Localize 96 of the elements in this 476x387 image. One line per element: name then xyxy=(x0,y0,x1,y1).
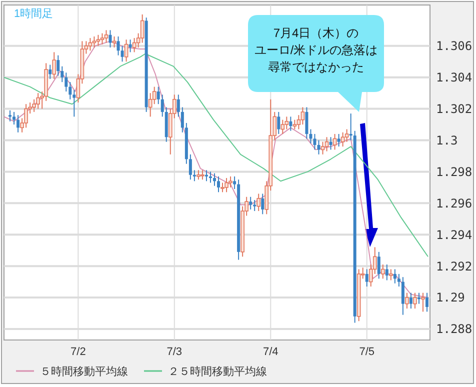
candlestick xyxy=(160,94,164,118)
x-tick-label: 7/2 xyxy=(70,346,86,358)
candlestick xyxy=(52,52,56,80)
candlestick xyxy=(277,111,280,134)
candlestick xyxy=(48,64,52,80)
candlestick xyxy=(96,34,100,46)
candlestick xyxy=(224,178,228,193)
y-tick-label: 1.3 xyxy=(436,133,458,148)
candlestick xyxy=(212,172,216,186)
y-tick-label: 1.292 xyxy=(436,259,472,274)
candlestick xyxy=(36,92,40,110)
annotation: ユーロ/米ドルの急落は xyxy=(254,43,378,57)
candlestick xyxy=(340,132,345,148)
candlestick xyxy=(377,251,380,280)
candlestick xyxy=(233,176,236,190)
candlestick xyxy=(405,292,409,310)
candlestick xyxy=(261,193,264,215)
candlestick xyxy=(324,136,329,152)
candlestick xyxy=(217,176,220,193)
candlestick xyxy=(100,32,104,45)
candlestick xyxy=(329,136,332,150)
candlestick xyxy=(200,170,204,180)
x-tick-label: 7/3 xyxy=(166,346,182,358)
candlestick xyxy=(313,133,316,150)
y-tick-label: 1.306 xyxy=(436,39,472,54)
candlestick xyxy=(332,133,337,150)
candlestick xyxy=(284,116,289,130)
candlestick xyxy=(8,110,12,122)
candlestick xyxy=(300,106,305,126)
candlestick xyxy=(176,94,180,118)
candlestick xyxy=(132,38,136,53)
candlestick xyxy=(365,268,368,288)
annotation: 7月4日（木）の xyxy=(273,26,359,40)
candlestick xyxy=(289,116,292,132)
y-tick-label: 1.298 xyxy=(436,164,472,179)
candlestick xyxy=(320,141,325,155)
candlestick xyxy=(148,92,152,118)
candlestick xyxy=(108,30,112,48)
candlestick xyxy=(337,133,340,148)
candlestick xyxy=(317,140,320,155)
y-tick-label: 1.288 xyxy=(436,322,472,336)
y-tick-label: 1.304 xyxy=(436,70,472,85)
y-tick-label: 1.294 xyxy=(436,228,472,242)
candlestick xyxy=(220,182,224,193)
y-tick-label: 1.29 xyxy=(436,290,465,305)
candlestick xyxy=(389,268,393,281)
candlestick xyxy=(188,154,192,180)
candlestick xyxy=(425,292,428,312)
candlestick xyxy=(401,276,404,316)
annotation: 1時間足 xyxy=(14,7,54,20)
candlestick xyxy=(397,273,400,288)
candlestick xyxy=(421,292,425,312)
candlestick xyxy=(380,264,385,280)
candlestick xyxy=(417,292,420,304)
candlestick xyxy=(409,292,412,310)
candlestick xyxy=(16,114,20,133)
candlestick xyxy=(12,111,16,126)
annotation: 尋常ではなかった xyxy=(268,60,364,74)
candlestick xyxy=(249,196,252,210)
candlestick xyxy=(192,170,196,182)
candlestick xyxy=(305,106,308,140)
candlestick xyxy=(385,264,388,281)
y-tick-label: 1.296 xyxy=(436,196,472,210)
candlestick xyxy=(253,200,256,212)
candlestick xyxy=(88,38,92,52)
candlestick xyxy=(349,113,352,141)
y-tick-label: 1.302 xyxy=(436,102,472,116)
candlestick xyxy=(196,170,200,180)
candlestick xyxy=(56,54,60,76)
candlestick xyxy=(64,72,68,92)
candlestick xyxy=(124,39,128,62)
legend-label: ５時間移動平均線 xyxy=(40,364,128,378)
candlestick xyxy=(180,106,184,133)
candlestick xyxy=(292,119,297,130)
candlestick xyxy=(344,128,349,142)
candlestick xyxy=(204,170,208,182)
candlestick xyxy=(60,66,64,83)
candlestick xyxy=(120,45,124,62)
candlestick xyxy=(256,193,260,212)
x-tick-label: 7/5 xyxy=(359,346,374,358)
candlestick xyxy=(393,268,396,284)
x-tick-label: 7/4 xyxy=(262,346,278,358)
legend-label: ２５時間移動平均線 xyxy=(168,364,267,378)
candlestick xyxy=(309,128,312,144)
candlestick xyxy=(228,176,232,188)
candlestick xyxy=(68,82,72,100)
candlestick xyxy=(413,292,417,310)
candlestick xyxy=(280,119,285,134)
candlestick xyxy=(72,89,76,118)
candlestick xyxy=(128,39,132,53)
candlestick xyxy=(24,104,28,128)
candlestick xyxy=(104,30,108,44)
candlestick xyxy=(156,86,160,105)
candlestick xyxy=(208,171,212,184)
candlestick xyxy=(140,14,144,44)
candlestick xyxy=(116,36,120,56)
